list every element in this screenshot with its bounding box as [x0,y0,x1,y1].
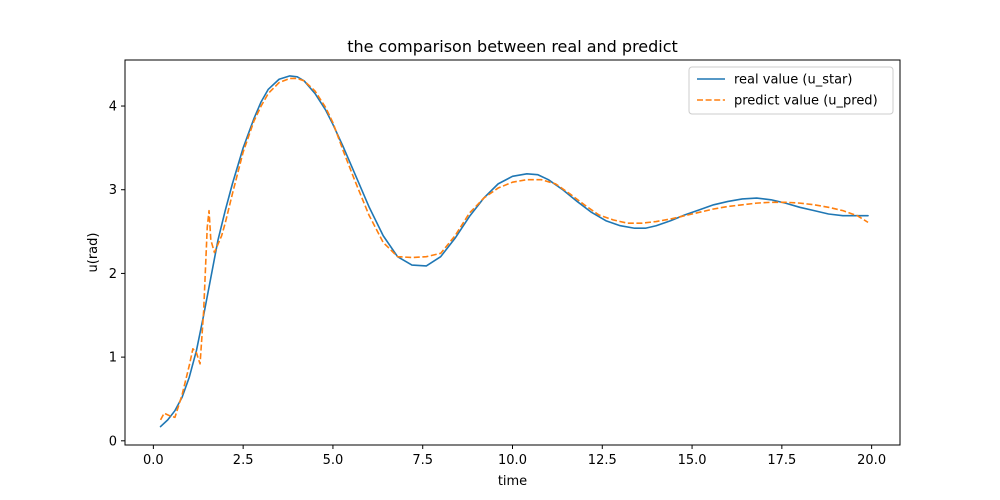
x-tick-label: 2.5 [233,453,254,468]
y-tick-label: 2 [109,267,117,282]
y-tick-label: 3 [109,183,117,198]
x-tick-label: 10.0 [498,453,527,468]
legend-box [688,66,894,115]
chart-title: the comparison between real and predict [347,37,678,56]
x-tick-label: 12.5 [588,453,617,468]
series-line-0 [159,75,869,428]
legend-label-0: real value (u_star) [734,73,852,88]
x-tick-label: 5.0 [323,453,344,468]
series-line-1 [159,77,869,421]
axes-frame [124,59,901,446]
x-axis-ticks: 0.0 2.5 5.0 7.5 10.0 12.5 15.0 17.5 20.0 [143,445,886,468]
x-tick-label: 20.0 [857,453,886,468]
y-axis-ticks: 0 1 2 3 4 [109,100,125,449]
x-tick-label: 17.5 [767,453,796,468]
y-axis-label: u(rad) [86,233,101,273]
x-axis-label: time [498,474,527,489]
y-tick-label: 1 [109,351,117,366]
y-tick-label: 0 [109,434,117,449]
series-layer [159,75,869,428]
x-tick-label: 15.0 [678,453,707,468]
y-tick-label: 4 [109,100,117,115]
legend-label-1: predict value (u_pred) [734,94,878,109]
x-tick-label: 0.0 [143,453,164,468]
x-tick-label: 7.5 [412,453,433,468]
legend: real value (u_star)predict value (u_pred… [688,66,894,115]
